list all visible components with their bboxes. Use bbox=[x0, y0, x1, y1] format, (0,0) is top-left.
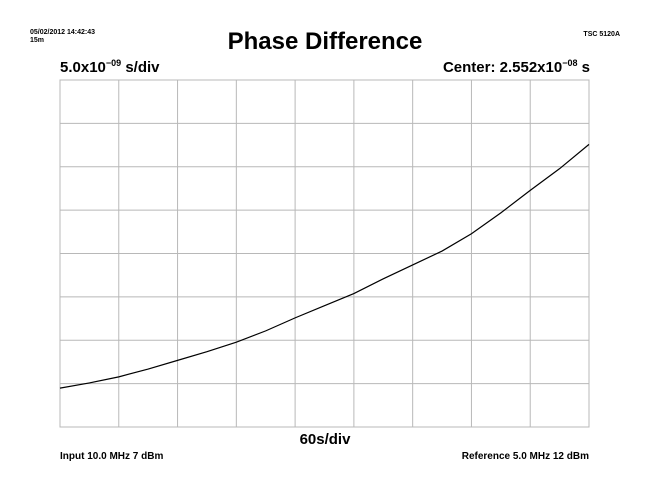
measurement-duration: 15m bbox=[30, 37, 45, 44]
y-scale-exponent: −09 bbox=[105, 58, 122, 68]
phase-trace-line bbox=[59, 143, 590, 389]
center-prefix: Center: 2.552x10 bbox=[442, 59, 563, 76]
x-scale-label: 60s/div bbox=[299, 431, 351, 448]
y-scale-prefix: 5.0x10 bbox=[60, 59, 106, 76]
chart-title: Phase Difference bbox=[227, 28, 423, 55]
y-scale-label: 5.0x10−09 s/div bbox=[60, 58, 160, 77]
center-suffix: s bbox=[577, 59, 590, 76]
plot-grid bbox=[60, 80, 589, 427]
timestamp: 05/02/2012 14:42:43 15m bbox=[30, 29, 95, 45]
input-signal-info: Input 10.0 MHz 7 dBm bbox=[60, 451, 164, 462]
reference-signal-info: Reference 5.0 MHz 12 dBm bbox=[461, 451, 589, 462]
y-scale-suffix: s/div bbox=[121, 59, 160, 76]
center-label: Center: 2.552x10−08 s bbox=[442, 58, 590, 77]
center-exponent: −08 bbox=[562, 58, 578, 68]
timestamp-date: 05/02/2012 14:42:43 bbox=[30, 29, 95, 36]
instrument-model: TSC 5120A bbox=[583, 31, 620, 38]
